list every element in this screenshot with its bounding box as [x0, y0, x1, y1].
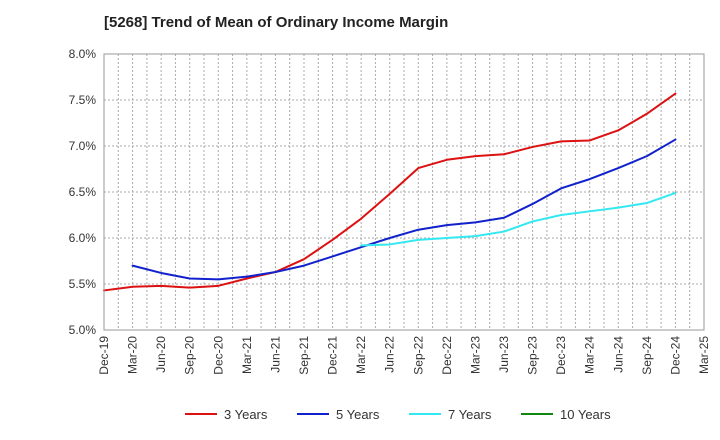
x-tick-label: Sep-24	[640, 336, 654, 375]
series-line	[360, 191, 677, 247]
x-tick-label: Jun-24	[611, 336, 625, 373]
legend-label: 7 Years	[448, 407, 492, 422]
x-axis: Dec-19 Mar-20 Jun-20 Sep-20 Dec-20 Mar-21 Jun-…	[97, 336, 711, 375]
y-tick-label: 8.0%	[69, 47, 97, 61]
grid	[104, 54, 704, 330]
x-tick-label: Dec-19	[97, 336, 111, 375]
x-tick-label: Dec-24	[668, 336, 682, 375]
series-line	[131, 138, 677, 281]
x-tick-label: Sep-23	[526, 336, 540, 375]
legend-label: 10 Years	[560, 407, 611, 422]
y-tick-label: 6.5%	[69, 185, 97, 199]
x-tick-label: Jun-21	[268, 336, 282, 373]
x-tick-label: Jun-22	[383, 336, 397, 373]
x-tick-label: Mar-20	[126, 336, 140, 374]
x-tick-label: Mar-23	[468, 336, 482, 374]
chart-title: [5268] Trend of Mean of Ordinary Income …	[104, 14, 449, 31]
x-tick-label: Sep-20	[183, 336, 197, 375]
x-tick-label: Sep-21	[297, 336, 311, 375]
legend: 3 Years 5 Years 7 Years 10 Years	[185, 407, 611, 422]
y-axis: 5.0% 5.5% 6.0% 6.5% 7.0% 7.5% 8.0%	[69, 47, 97, 337]
x-tick-label: Jun-23	[497, 336, 511, 373]
x-tick-label: Mar-21	[240, 336, 254, 374]
y-tick-label: 6.0%	[69, 231, 97, 245]
x-tick-label: Dec-23	[554, 336, 568, 375]
x-tick-label: Jun-20	[154, 336, 168, 373]
x-tick-label: Dec-22	[440, 336, 454, 375]
x-tick-label: Dec-20	[211, 336, 225, 375]
y-tick-label: 7.5%	[69, 93, 97, 107]
y-tick-label: 7.0%	[69, 139, 97, 153]
x-tick-label: Mar-22	[354, 336, 368, 374]
x-tick-label: Mar-25	[697, 336, 711, 374]
series-lines	[103, 92, 677, 292]
y-tick-label: 5.5%	[69, 277, 97, 291]
x-tick-label: Dec-21	[326, 336, 340, 375]
legend-label: 5 Years	[336, 407, 380, 422]
plot-frame	[103, 53, 705, 331]
series-line	[103, 92, 677, 292]
y-tick-label: 5.0%	[69, 323, 97, 337]
legend-label: 3 Years	[224, 407, 268, 422]
x-tick-label: Sep-22	[411, 336, 425, 375]
x-tick-label: Mar-24	[583, 336, 597, 374]
